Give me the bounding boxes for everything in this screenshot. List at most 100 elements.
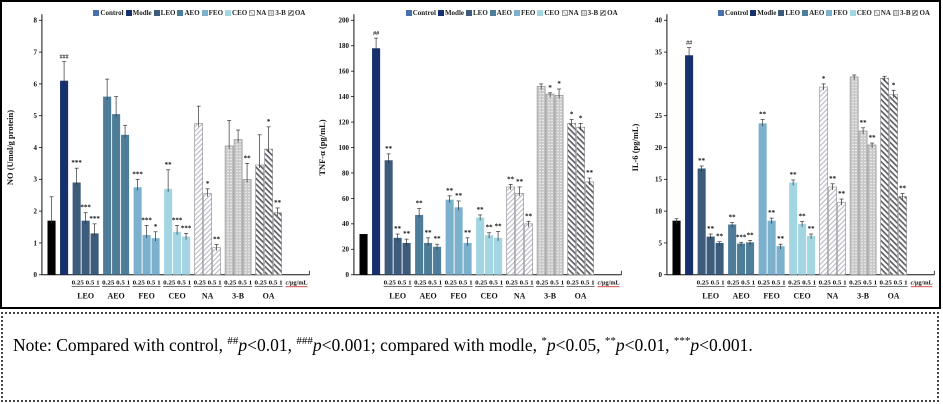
bar-3b-0 [537,86,546,276]
x-axis-labels: 0.25 0.5 1 LEO 0.25 0.5 1 AEO 0.25 0.5 1 FEO 0… [696,280,932,301]
legend-swatch-leo [778,10,785,16]
sig-label: * [558,80,562,88]
sig-label: ** [394,225,401,233]
sig-label: ** [416,200,423,208]
bars [672,55,907,276]
legend-item-modle: Modle [750,9,776,17]
legend-label: NA [256,9,267,17]
legend-swatch-control [718,10,725,16]
bar-feo-1 [142,234,151,275]
dose-tick-label: 0.25 0.5 1 [475,280,503,287]
y-tick-label: 20 [342,246,349,254]
sig-label: ** [274,199,281,207]
y-tick-label: 140 [339,93,350,101]
bar-control-0 [672,220,681,275]
bar-na-2 [524,223,534,276]
sig-label: ** [789,171,796,179]
legend-swatch-modle [750,10,757,16]
sig-label: ** [707,225,714,233]
legend-swatch-3b [580,10,587,16]
note-significance-marker: ## [227,335,239,348]
legend-swatch-aeo [802,10,809,16]
y-tick-label: 15 [655,176,662,184]
axes: 0 20 40 60 80 100 120 140 160 180 200 TNF-α (pg/mL) [317,14,623,279]
legend-item-aeo: AEO [802,9,824,17]
y-tick-label: 5 [658,239,662,247]
sig-markers: ##*********** ************************** [686,41,906,244]
sig-label: ** [486,224,493,232]
bar-aeo-0 [727,224,736,275]
group-label: 3-B [232,292,245,301]
bar-3b-0 [849,76,859,276]
x-axis-unit-label: c/μg/mL [598,280,620,287]
legend-item-leo: LEO [153,9,175,17]
legend-swatch-aeo [489,10,496,16]
sig-label: * [579,114,583,122]
legend-item-oa: OA [912,9,930,17]
group-label: AEO [732,292,749,301]
legend-swatch-leo [153,10,160,16]
y-tick-label: 30 [655,80,662,88]
dose-tick-label: 0.25 0.5 1 [194,280,222,287]
sig-label: ** [385,145,392,153]
note-p-symbol: p [238,335,248,355]
sig-label: ** [859,119,866,127]
bar-oa-1 [888,94,898,276]
chart-il6: Control Modle LEO AEO FEO CEO NA 3-B OA 0 5 10 15 20… [627,2,939,307]
note-p-symbol: p [312,335,322,355]
sig-label: * [570,111,574,119]
legend-item-ceo: CEO [537,9,560,17]
legend-label: CEO [544,9,560,17]
bar-leo-1 [706,236,715,275]
bar-modle-0 [372,48,381,275]
x-axis-unit-label: c/μg/mL [286,280,308,287]
note-text: <0.01, [624,335,674,355]
legend-swatch-na [561,10,568,16]
note-p-symbol: p [615,335,625,355]
legend-swatch-na [249,10,256,16]
bar-na-2 [212,247,221,276]
legend-item-3b: 3-B [580,9,598,17]
sig-label: ** [507,175,514,183]
legend-swatch-feo [201,10,208,16]
chart-svg-tnf: 0 20 40 60 80 100 120 140 160 180 200 TNF-α (pg/mL)… [317,14,623,301]
sig-label: * [822,75,826,83]
sig-label: *** [71,159,82,167]
sig-label: ## [686,41,692,47]
dose-tick-label: 0.25 0.5 1 [849,280,877,287]
legend-item-aeo: AEO [177,9,200,17]
bar-leo-1 [393,237,402,275]
sig-label: ** [434,235,441,243]
y-tick-label: 20 [655,144,662,152]
y-tick-label: 3 [33,176,37,184]
y-tick-label: 6 [33,80,37,88]
group-label: AEO [107,292,124,301]
sig-label: ## [373,31,379,37]
bar-feo-2 [151,238,160,275]
sig-label: *** [89,215,100,223]
sig-label: ** [403,230,410,238]
bar-oa-2 [273,212,282,276]
y-tick-label: 2 [33,208,37,216]
bar-leo-2 [715,242,724,275]
group-label: CEO [168,292,185,301]
group-label: LEO [390,292,407,301]
note-box: Note: Compared with control, ##p<0.01, #… [1,312,939,402]
legend-item-oa: OA [287,9,305,17]
dose-tick-label: 0.25 0.5 1 [727,280,755,287]
legend-label: AEO [184,9,200,17]
sig-label: ** [698,157,705,165]
legend-item-3b: 3-B [268,9,286,17]
sig-label: ** [213,236,220,244]
legend-label: FEO [833,9,848,17]
legend-label: NA [880,9,891,17]
legend-swatch-control [93,10,100,16]
legend-item-modle: Modle [125,9,152,17]
y-axis-title: IL-6 (pg/mL) [630,123,640,171]
sig-label: ** [586,169,593,177]
legend-swatch-3b [892,10,899,16]
bar-feo-0 [133,187,142,275]
sig-label: ** [777,235,784,243]
legend-label: Modle [444,9,464,17]
